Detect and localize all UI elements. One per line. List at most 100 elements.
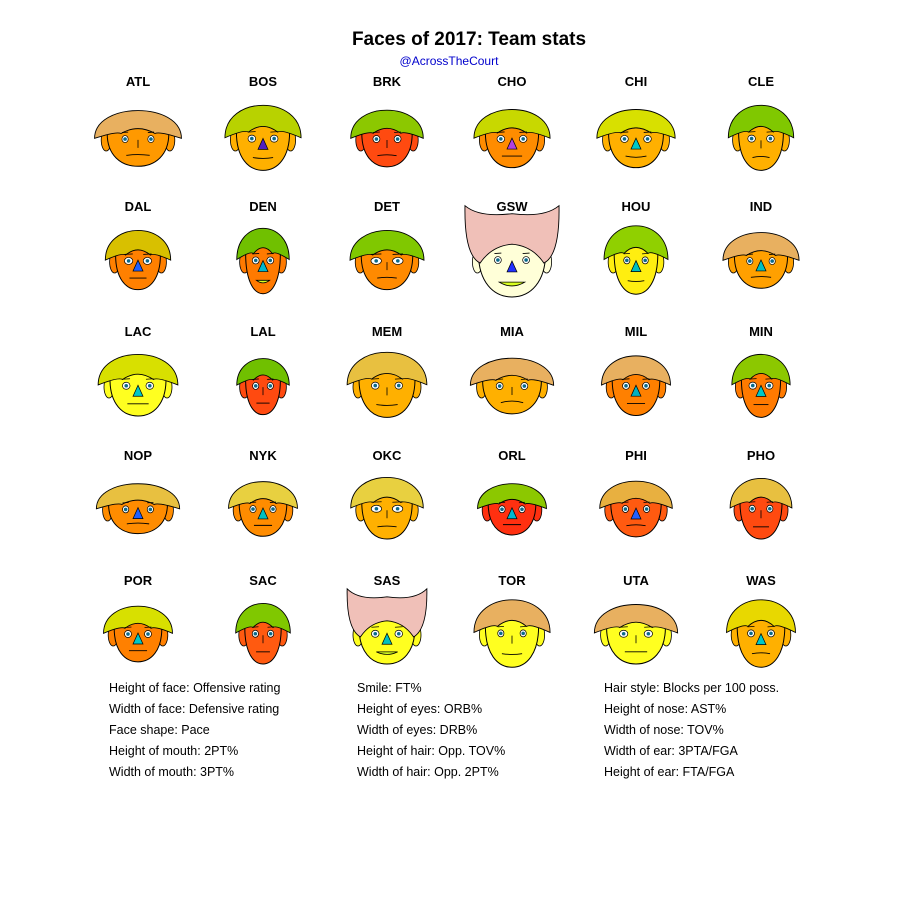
- left-pupil: [622, 137, 627, 141]
- left-pupil: [374, 506, 379, 511]
- team-face: BOS: [224, 74, 302, 171]
- team-label: OKC: [373, 448, 403, 463]
- team-label: LAL: [250, 324, 275, 339]
- left-pupil: [124, 383, 129, 388]
- left-pupil: [126, 632, 130, 636]
- right-pupil: [644, 507, 649, 511]
- left-brow: [498, 501, 506, 504]
- hair: [94, 110, 182, 139]
- right-brow: [394, 131, 402, 133]
- legend-item: Height of ear: FTA/FGA: [604, 765, 735, 779]
- team-label: NYK: [249, 448, 277, 463]
- right-pupil: [521, 631, 525, 636]
- hair: [349, 230, 425, 261]
- legend-item: Height of hair: Opp. TOV%: [357, 744, 506, 758]
- left-pupil: [624, 384, 628, 388]
- mouth: [252, 157, 274, 159]
- left-brow: [497, 131, 505, 133]
- team-label: MEM: [372, 324, 402, 339]
- right-pupil: [768, 136, 773, 141]
- team-label: SAC: [249, 573, 277, 588]
- team-face: UTA: [593, 573, 679, 665]
- right-pupil: [524, 258, 528, 262]
- hair: [726, 599, 796, 634]
- team-label: DET: [374, 199, 400, 214]
- right-brow: [144, 626, 152, 628]
- mouth: [750, 276, 772, 278]
- team-label: TOR: [498, 573, 526, 588]
- mouth: [501, 653, 523, 655]
- left-pupil: [625, 258, 629, 263]
- team-label: CLE: [748, 74, 774, 89]
- left-pupil: [251, 507, 255, 511]
- right-brow: [767, 625, 775, 628]
- right-brow: [267, 626, 274, 628]
- team-face: HOU: [603, 199, 669, 295]
- right-pupil: [147, 383, 152, 388]
- mouth: [500, 400, 524, 404]
- chart-subtitle: @AcrossTheCourt: [399, 54, 499, 68]
- left-brow: [249, 501, 257, 503]
- team-face: BRK: [350, 74, 424, 168]
- right-brow: [766, 501, 773, 503]
- hair: [599, 480, 673, 509]
- team-label: DEN: [249, 199, 276, 214]
- right-brow: [145, 378, 154, 380]
- team-face: ATL: [94, 74, 182, 167]
- mouth: [255, 279, 271, 284]
- right-brow: [766, 131, 775, 133]
- right-pupil: [767, 383, 772, 388]
- left-brow: [619, 626, 628, 628]
- right-pupil: [145, 259, 150, 263]
- left-pupil: [496, 258, 500, 262]
- team-face: MIN: [731, 324, 791, 418]
- mouth: [377, 276, 397, 279]
- right-pupil: [768, 506, 772, 511]
- mouth: [126, 522, 150, 525]
- nose: [132, 506, 144, 519]
- nose: [506, 260, 518, 273]
- left-pupil: [123, 507, 128, 512]
- team-label: CHI: [625, 74, 647, 89]
- right-pupil: [396, 259, 400, 263]
- team-label: ATL: [126, 74, 150, 89]
- mouth: [626, 524, 646, 527]
- team-face: GSW: [464, 199, 560, 298]
- team-face: CHI: [596, 74, 676, 169]
- left-brow: [252, 626, 259, 628]
- left-pupil: [253, 258, 258, 263]
- legend-item: Height of face: Offensive rating: [109, 681, 281, 695]
- legend-item: Smile: FT%: [357, 681, 422, 695]
- right-pupil: [146, 632, 150, 636]
- hair: [464, 204, 560, 264]
- mouth: [625, 155, 647, 158]
- team-label: MIA: [500, 324, 524, 339]
- team-face: CHO: [473, 74, 551, 169]
- left-pupil: [499, 631, 503, 636]
- team-face: DAL: [104, 199, 172, 291]
- mouth: [751, 652, 771, 655]
- legend-item: Width of eyes: DRB%: [357, 723, 478, 737]
- right-brow: [147, 131, 155, 133]
- nose: [506, 137, 518, 150]
- left-pupil: [749, 136, 754, 141]
- team-label: CHO: [498, 74, 527, 89]
- left-pupil: [374, 259, 378, 263]
- left-pupil: [749, 631, 753, 636]
- legend-item: Height of nose: AST%: [604, 702, 727, 716]
- hair: [469, 357, 555, 386]
- right-brow: [266, 253, 274, 255]
- left-brow: [494, 252, 502, 254]
- right-pupil: [395, 506, 400, 511]
- left-brow: [497, 625, 504, 628]
- team-label: NOP: [124, 448, 153, 463]
- right-pupil: [268, 631, 273, 636]
- team-face: NYK: [228, 448, 298, 537]
- left-pupil: [500, 507, 504, 512]
- left-brow: [746, 253, 753, 255]
- team-face: LAL: [236, 324, 290, 416]
- left-brow: [371, 626, 380, 628]
- team-label: GSW: [496, 199, 528, 214]
- left-brow: [248, 131, 256, 133]
